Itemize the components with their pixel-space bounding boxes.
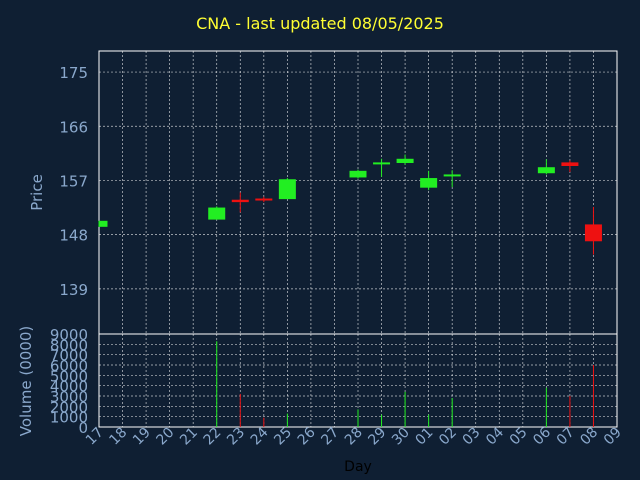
candle-body bbox=[584, 224, 602, 242]
candle-body bbox=[443, 174, 461, 177]
x-tick-label: 04 bbox=[483, 424, 507, 448]
x-axis-label: Day bbox=[344, 459, 372, 475]
volume-tick-label: 4000 bbox=[50, 378, 88, 396]
x-tick-label: 09 bbox=[601, 425, 625, 449]
x-tick-label: 01 bbox=[413, 425, 437, 449]
x-tick-label: 28 bbox=[342, 425, 366, 449]
x-tick-label: 24 bbox=[248, 424, 272, 448]
x-tick-label: 23 bbox=[224, 425, 248, 449]
x-tick-label: 26 bbox=[295, 424, 319, 448]
x-tick-label: 29 bbox=[365, 425, 389, 449]
price-tick-label: 148 bbox=[59, 227, 88, 245]
volume-tick-label: 9000 bbox=[50, 326, 88, 344]
volume-tick-label: 7000 bbox=[50, 347, 88, 365]
price-tick-label: 166 bbox=[59, 118, 88, 136]
candle-body bbox=[396, 158, 414, 163]
volume-tick-label: 8000 bbox=[50, 336, 88, 354]
volume-tick-label: 0 bbox=[78, 419, 88, 437]
volume-tick-label: 2000 bbox=[50, 398, 88, 416]
x-tick-label: 05 bbox=[507, 425, 531, 449]
candle-body bbox=[278, 179, 296, 200]
x-tick-label: 07 bbox=[554, 425, 578, 449]
price-axis-label: Price bbox=[28, 174, 46, 211]
volume-tick-label: 1000 bbox=[50, 409, 88, 427]
candle-body bbox=[373, 162, 391, 165]
chart-title: CNA - last updated 08/05/2025 bbox=[196, 14, 444, 33]
x-tick-label: 20 bbox=[154, 425, 178, 449]
volume-tick-label: 5000 bbox=[50, 367, 88, 385]
candle-body bbox=[561, 162, 579, 167]
x-tick-label: 21 bbox=[177, 425, 201, 449]
x-tick-label: 22 bbox=[201, 425, 225, 449]
candle-body bbox=[420, 178, 438, 188]
candle-body bbox=[537, 167, 555, 174]
x-tick-label: 30 bbox=[389, 425, 413, 449]
candle-body bbox=[349, 170, 367, 178]
candle-body bbox=[255, 198, 273, 201]
candle-body bbox=[208, 207, 226, 220]
x-tick-label: 03 bbox=[460, 425, 484, 449]
x-tick-label: 08 bbox=[577, 425, 601, 449]
x-tick-label: 02 bbox=[436, 425, 460, 449]
price-tick-label: 157 bbox=[59, 172, 88, 190]
x-tick-label: 18 bbox=[106, 425, 130, 449]
x-tick-label: 19 bbox=[130, 425, 154, 449]
volume-tick-label: 6000 bbox=[50, 357, 88, 375]
candle-body bbox=[231, 199, 249, 203]
x-tick-label: 25 bbox=[271, 425, 295, 449]
candle-body bbox=[99, 220, 108, 227]
volume-tick-label: 3000 bbox=[50, 388, 88, 406]
price-tick-label: 139 bbox=[59, 281, 88, 299]
volume-axis-label: Volume (0000) bbox=[17, 326, 35, 436]
x-tick-label: 27 bbox=[318, 425, 342, 449]
x-tick-label: 06 bbox=[530, 424, 554, 448]
price-tick-label: 175 bbox=[59, 64, 88, 82]
